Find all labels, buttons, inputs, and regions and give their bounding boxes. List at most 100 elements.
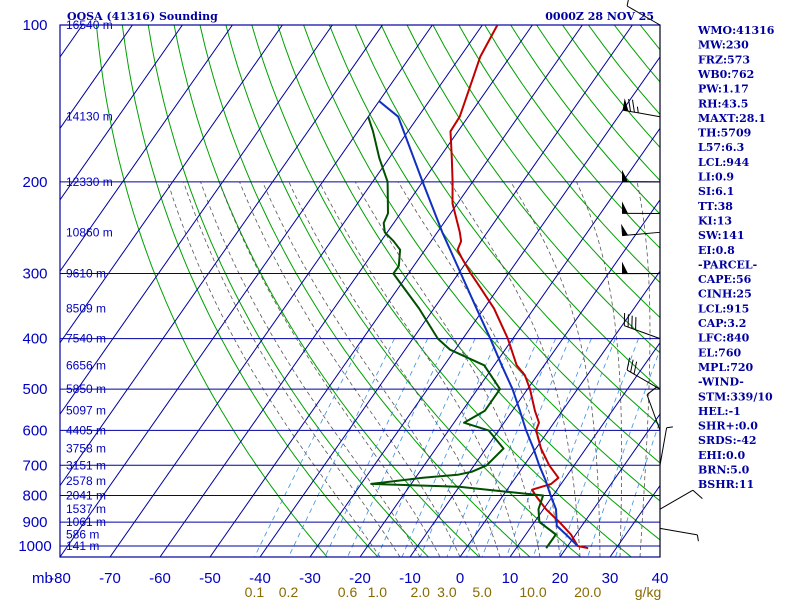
index-entry: MAXT:28.1 [698, 112, 766, 125]
mixing-ratio-label: 10.0 [519, 584, 546, 600]
mixing-ratio-line [401, 338, 498, 557]
dry-adiabat [303, 25, 660, 502]
index-entry: SRDS:-42 [698, 434, 757, 447]
index-entry: LFC:840 [698, 332, 750, 345]
index-entry: EL:760 [698, 346, 741, 359]
height-label: 14130 m [66, 110, 113, 124]
mixing-ratio-line [347, 338, 449, 557]
isotherm [760, 25, 800, 557]
temperature-profile-line [449, 25, 589, 550]
pressure-tick-label: 500 [22, 381, 47, 398]
dry-adiabat [773, 0, 800, 559]
pressure-tick-label: 100 [22, 17, 47, 34]
index-entry: SI:6.1 [698, 185, 734, 198]
moist-adiabat [576, 181, 623, 557]
wind-barb [621, 223, 661, 237]
diagram-background-lines [95, 0, 800, 559]
index-entry: MPL:720 [698, 361, 754, 374]
height-label: 16540 m [66, 18, 113, 32]
isotherm [60, 25, 183, 201]
temperature-tick-label: 10 [502, 570, 519, 587]
wind-barb [623, 312, 661, 340]
wind-barb [626, 357, 661, 390]
moist-adiabat [397, 181, 561, 557]
pressure-tick-label: 300 [22, 266, 47, 283]
index-entry: MW:230 [698, 39, 749, 52]
wind-barb [621, 201, 661, 214]
height-label: 8509 m [66, 301, 106, 315]
index-entry: WB0:762 [697, 68, 754, 81]
wind-barb [659, 489, 703, 510]
temperature-tick-label: -50 [199, 570, 221, 587]
index-entry: PW:1.17 [698, 83, 749, 96]
index-entry: HEL:-1 [698, 405, 741, 418]
isotherm [60, 25, 333, 416]
height-label: 1537 m [66, 502, 106, 516]
mixing-ratio-line [254, 338, 364, 557]
index-entry: WMO:41316 [697, 24, 775, 37]
mixing-ratio-line [466, 338, 556, 557]
index-entry: CAPE:56 [698, 273, 752, 286]
height-label: 5097 m [66, 404, 106, 418]
index-entry: SW:141 [698, 229, 745, 242]
height-label: 9610 m [66, 267, 106, 281]
mixing-ratio-label: 0.6 [338, 584, 358, 600]
index-entry: -WIND- [698, 376, 744, 389]
isotherm [60, 25, 283, 344]
mixing-ratio-line [376, 338, 476, 557]
mixing-ratio-label: 2.0 [410, 584, 430, 600]
chart-title: OOSA (41316) Sounding [67, 10, 218, 23]
index-entry: BSHR:11 [698, 478, 754, 491]
dry-adiabat [749, 0, 800, 559]
wind-barb [626, 0, 661, 26]
isotherm [309, 56, 660, 557]
dry-adiabat [406, 25, 660, 354]
dewpoint-profile-line [367, 116, 557, 549]
temperature-tick-label: -60 [149, 570, 171, 587]
parcel-profile-line [378, 100, 579, 547]
isotherm [60, 25, 433, 557]
sounding-series [367, 25, 589, 550]
dry-adiabat [328, 25, 660, 464]
temperature-tick-label: -70 [99, 570, 121, 587]
pressure-tick-label: 1000 [18, 538, 51, 555]
mixing-ratio-line [324, 338, 429, 557]
wind-barb [621, 261, 661, 275]
mixing-ratio-line [532, 338, 616, 557]
dry-adiabat [380, 25, 660, 390]
index-entry: LCL:944 [698, 156, 750, 169]
temperature-tick-label: -20 [349, 570, 371, 587]
dry-adiabat [484, 25, 660, 249]
wind-barb [646, 386, 661, 431]
temperature-tick-label: 30 [602, 570, 619, 587]
mixing-ratio-label: 1.0 [368, 584, 388, 600]
height-label: 1061 m [66, 515, 106, 529]
height-label: 4405 m [66, 423, 106, 437]
wind-barb [621, 169, 661, 183]
dry-adiabat [277, 25, 660, 541]
index-entry: TH:5709 [698, 127, 751, 140]
height-label: 586 m [66, 527, 99, 541]
index-entry: FRZ:573 [698, 53, 750, 66]
pressure-tick-label: 900 [22, 514, 47, 531]
dry-adiabat [432, 25, 660, 319]
height-label: 3758 m [66, 442, 106, 456]
isotherm [509, 341, 660, 557]
index-entry: TT:38 [698, 200, 733, 213]
moist-adiabat [510, 181, 601, 557]
index-entry: SHR+:0.0 [698, 420, 758, 433]
index-entry: EI:0.8 [698, 244, 735, 257]
index-entry: L57:6.3 [698, 141, 744, 154]
height-label: 3151 m [66, 458, 106, 472]
moist-adiabat [449, 181, 581, 557]
moist-adiabat [200, 181, 421, 557]
mixing-ratio-label: 3.0 [437, 584, 457, 600]
dry-adiabat [251, 25, 633, 557]
index-entry: RH:43.5 [698, 97, 748, 110]
height-label: 2041 m [66, 489, 106, 503]
isotherm [60, 25, 133, 130]
isotherm [109, 25, 483, 557]
mixing-ratio-label: 20.0 [574, 584, 601, 600]
